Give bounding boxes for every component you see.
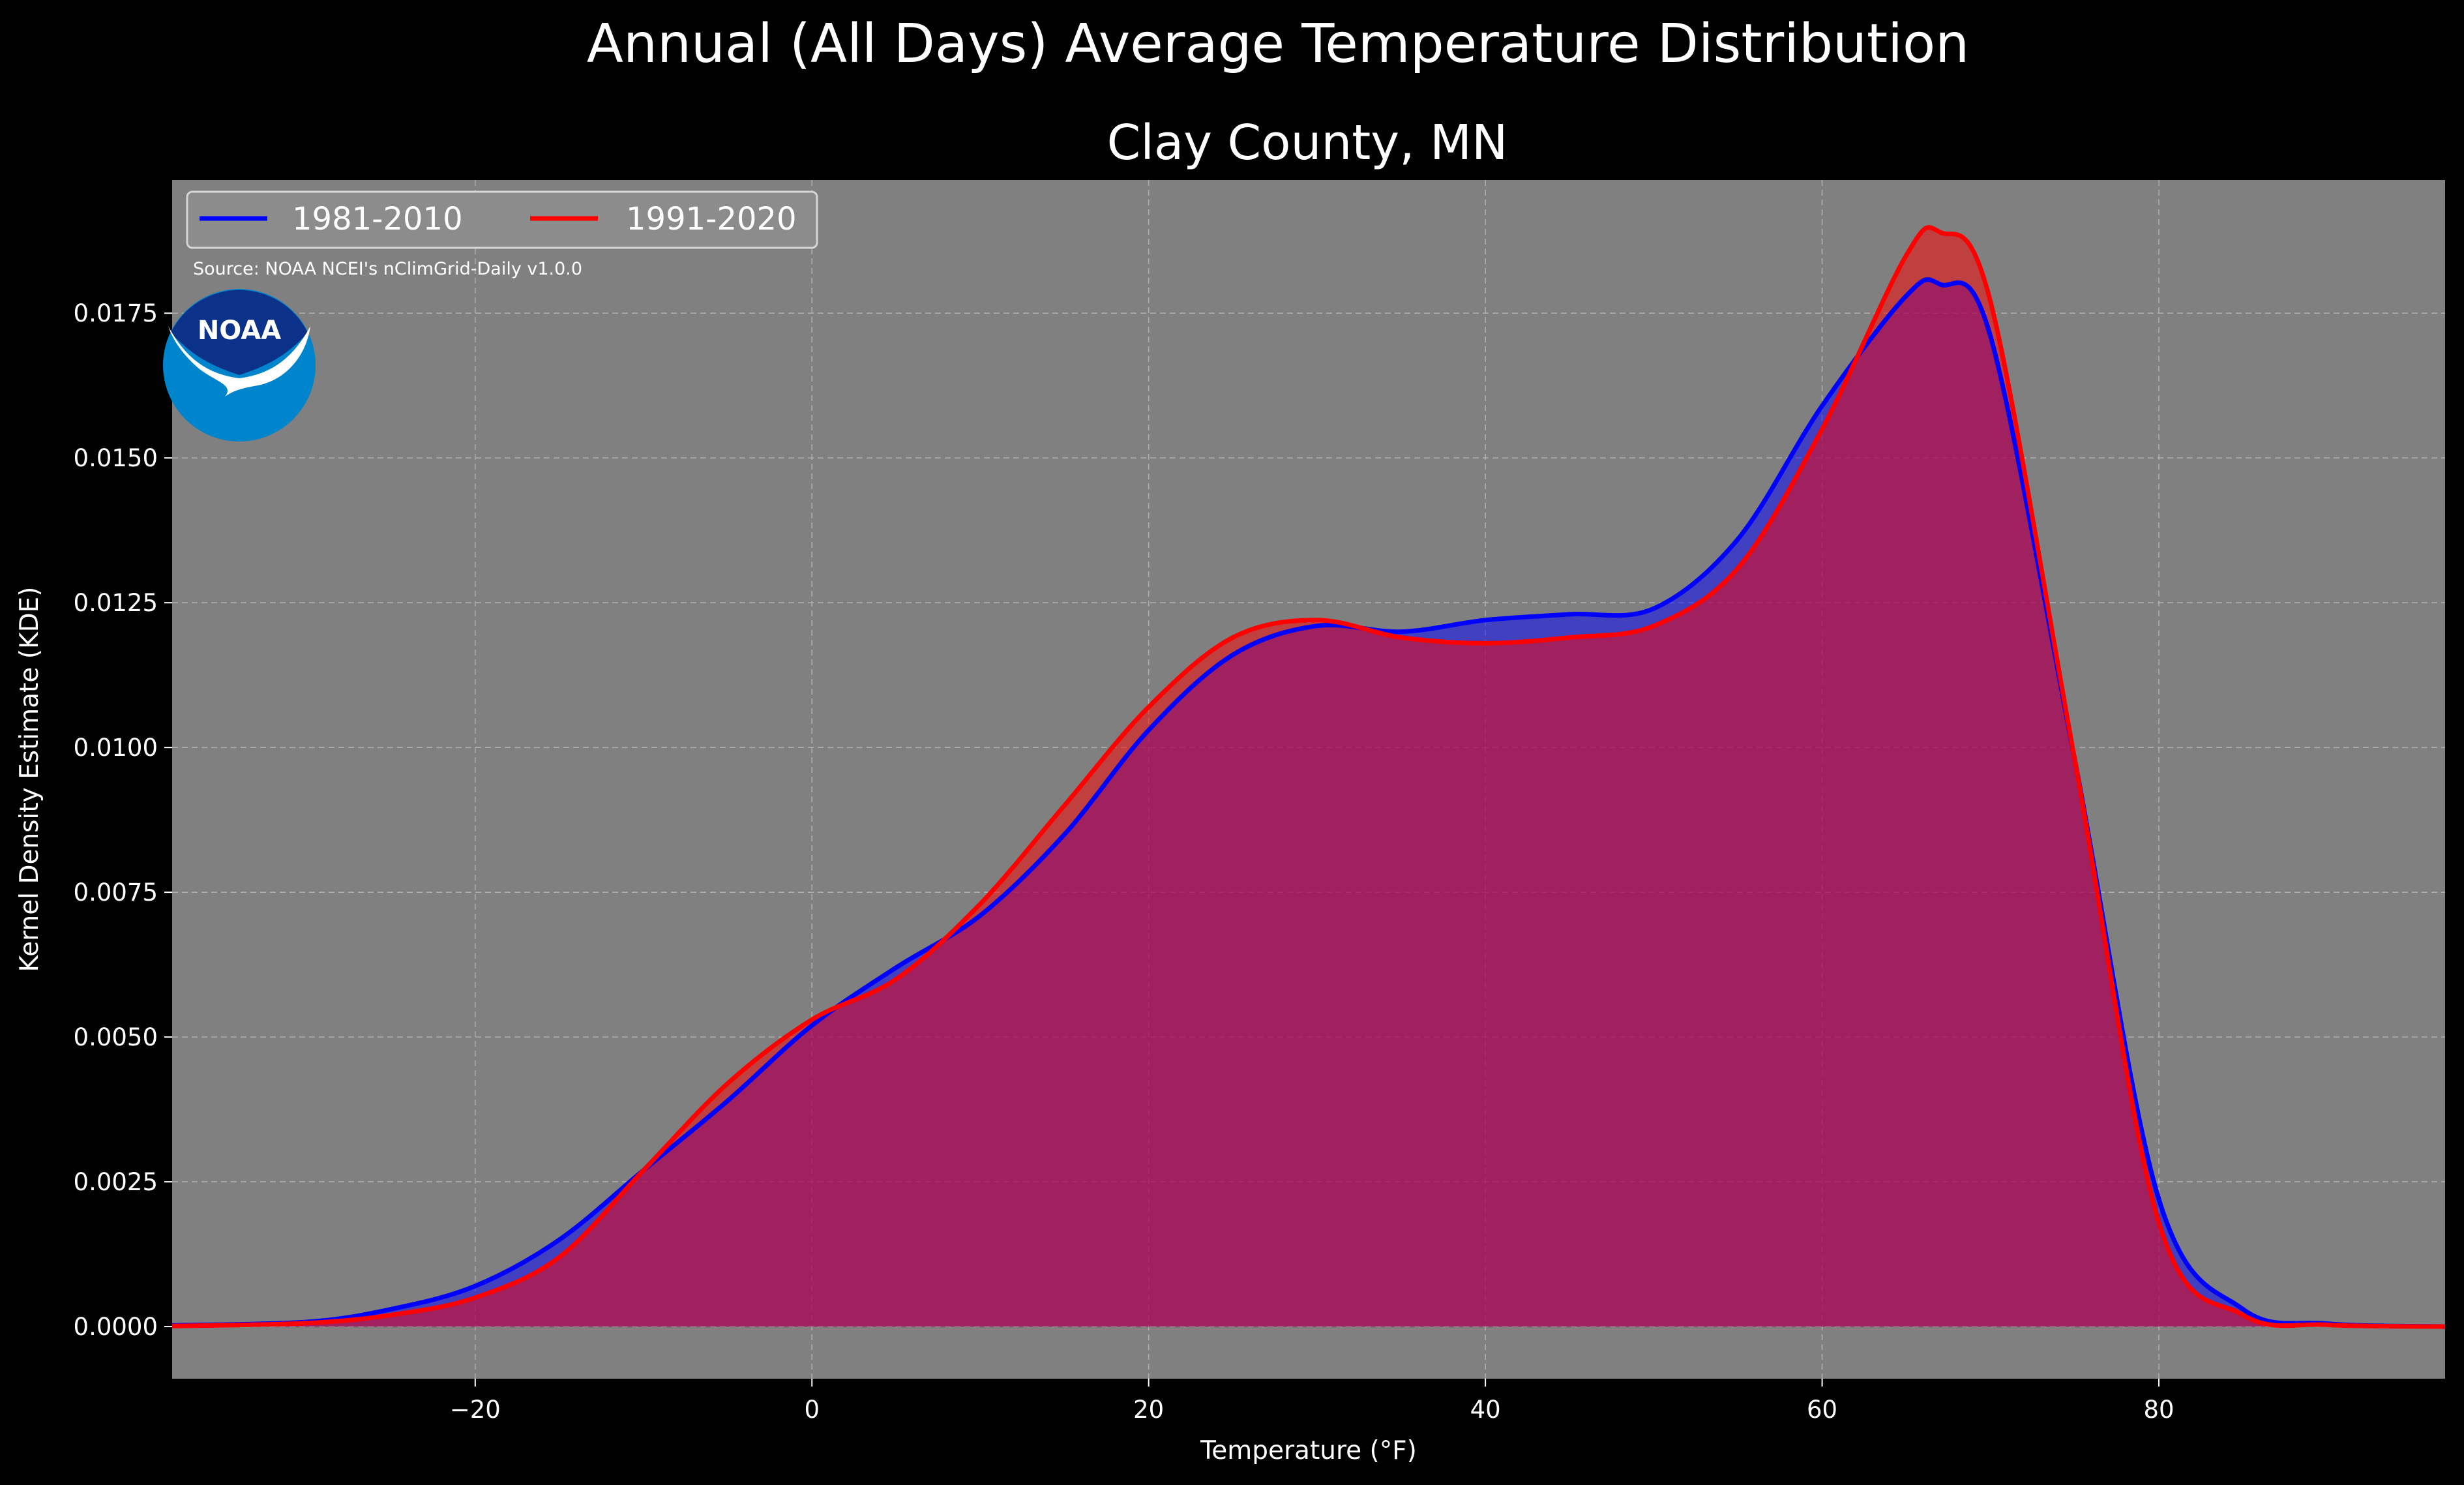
x-tick-label: 80 bbox=[2143, 1396, 2174, 1424]
chart-title: Clay County, MN bbox=[1107, 115, 1508, 171]
noaa-logo: NOAA bbox=[163, 289, 316, 442]
y-tick-label: 0.0075 bbox=[74, 878, 158, 907]
x-tick-label: 40 bbox=[1470, 1396, 1501, 1424]
y-tick-label: 0.0150 bbox=[74, 444, 158, 472]
x-tick-label: 20 bbox=[1133, 1396, 1164, 1424]
y-tick-label: 0.0100 bbox=[74, 734, 158, 762]
x-tick-label: 0 bbox=[804, 1396, 820, 1424]
series-line-1991-2020 bbox=[171, 225, 2446, 1329]
y-axis-label: Kernel Density Estimate (KDE) bbox=[15, 587, 44, 972]
series-lines bbox=[171, 225, 2446, 1329]
x-axis-label: Temperature (°F) bbox=[1200, 1436, 1417, 1465]
legend-label-1981-2010: 1981-2010 bbox=[292, 201, 463, 237]
series-area-1991-2020 bbox=[172, 227, 2445, 1327]
figure-suptitle: Annual (All Days) Average Temperature Di… bbox=[587, 13, 1969, 75]
x-tick-label: −20 bbox=[450, 1396, 501, 1424]
y-axis-ticks: 0.0000 0.0025 0.0050 0.0075 0.0100 0.0125 0.01… bbox=[74, 299, 172, 1341]
y-tick-label: 0.0050 bbox=[74, 1023, 158, 1051]
y-tick-label: 0.0175 bbox=[74, 299, 158, 327]
y-tick-label: 0.0125 bbox=[74, 589, 158, 617]
noaa-logo-inner-dome bbox=[171, 290, 308, 375]
legend: 1981-2010 1991-2020 bbox=[186, 190, 818, 249]
y-tick-label: 0.0000 bbox=[74, 1313, 158, 1341]
noaa-logo-wordmark: NOAA bbox=[198, 316, 281, 346]
noaa-logo-bird-icon bbox=[168, 326, 310, 397]
series-fills bbox=[172, 227, 2445, 1327]
x-axis-ticks: −20 0 20 40 60 80 bbox=[450, 1379, 2175, 1424]
y-tick-label: 0.0025 bbox=[74, 1168, 158, 1196]
legend-label-1991-2020: 1991-2020 bbox=[626, 201, 797, 237]
source-note: Source: NOAA NCEI's nClimGrid-Daily v1.0… bbox=[193, 259, 582, 279]
legend-box bbox=[186, 190, 818, 249]
x-tick-label: 60 bbox=[1807, 1396, 1837, 1424]
